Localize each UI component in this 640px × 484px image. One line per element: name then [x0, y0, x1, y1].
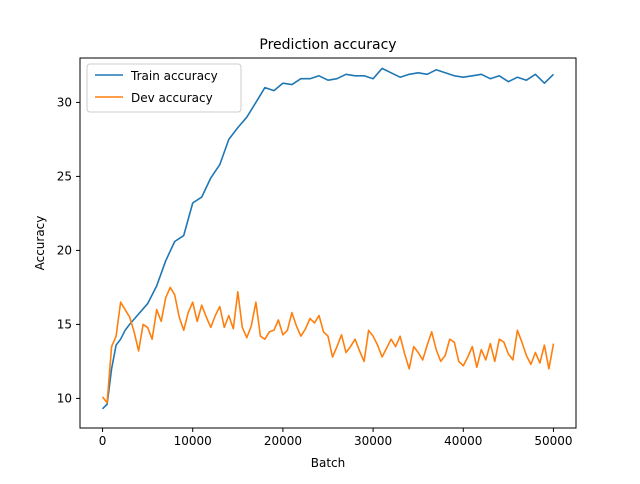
y-tick-label: 30 — [57, 95, 72, 109]
plot-frame — [79, 57, 577, 429]
y-axis-label: Accuracy — [33, 216, 47, 271]
y-tick-label: 10 — [57, 391, 72, 405]
y-tick-label: 25 — [57, 169, 72, 183]
x-tick-label: 20000 — [264, 434, 302, 448]
x-tick-label: 50000 — [534, 434, 572, 448]
y-axis-ticks: 10 15 20 25 30 — [57, 95, 80, 405]
x-tick-label: 10000 — [174, 434, 212, 448]
legend-box — [86, 63, 242, 113]
y-tick-label: 15 — [57, 317, 72, 331]
x-tick-label: 30000 — [354, 434, 392, 448]
x-axis-ticks: 0 10000 20000 30000 40000 50000 — [99, 428, 573, 448]
chart-title: Prediction accuracy — [259, 37, 396, 53]
x-tick-label: 0 — [99, 434, 107, 448]
train-accuracy-line — [101, 67, 555, 410]
x-axis-label: Batch — [311, 456, 346, 470]
x-tick-label: 40000 — [444, 434, 482, 448]
legend-label-dev: Dev accuracy — [131, 91, 213, 105]
y-tick-label: 20 — [57, 243, 72, 257]
legend-label-train: Train accuracy — [130, 69, 218, 83]
series-lines — [101, 67, 555, 410]
dev-accuracy-line — [101, 286, 555, 404]
legend: Train accuracy Dev accuracy — [86, 63, 242, 113]
